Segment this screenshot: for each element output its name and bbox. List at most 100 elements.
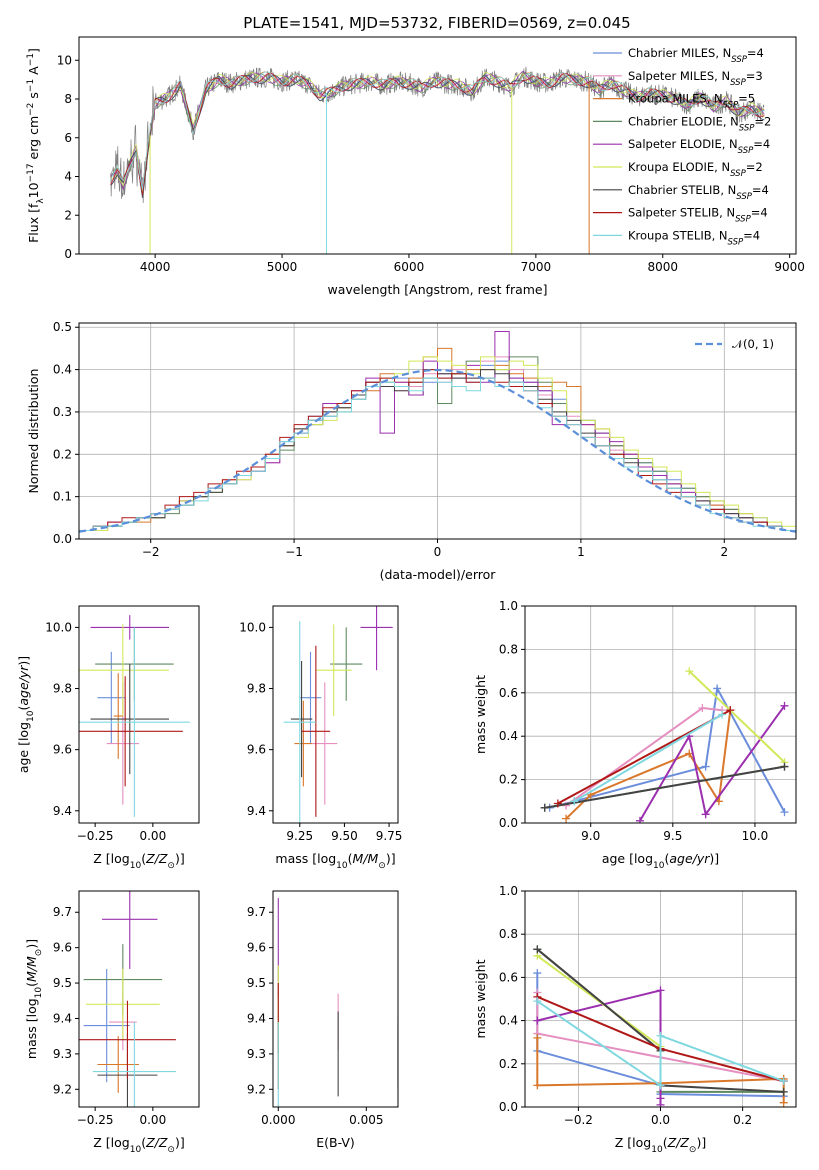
label-part: ⊙	[167, 1145, 175, 1155]
axes-frame: −0.2 0.0 0.2 0.0 0.2 0.4 0.6 0.8 1.0 Z [log10(Z/Z…	[473, 884, 797, 1155]
label-part: 10	[651, 1145, 663, 1155]
label-part: )]	[175, 851, 185, 866]
legend-entry: Salpeter MILES, NSSP=3	[628, 69, 763, 88]
y-tick-label: 0.2	[499, 773, 518, 787]
label-part: (	[663, 1135, 668, 1150]
y-tick-label: 0.2	[499, 1057, 518, 1071]
legend-label: Kroupa ELODIE, N	[628, 160, 730, 174]
model-spectrum-line	[110, 71, 765, 194]
axes-frame: −2 −1 0 1 2 0.0 0.1 0.2 0.3 0.4 0.5 (data-model)/er…	[26, 320, 797, 582]
mass-weight-marker	[779, 1098, 788, 1107]
mass-weight-marker	[726, 706, 735, 715]
legend-sub: SSP	[735, 215, 751, 225]
y-tick-label: 9.4	[247, 1011, 266, 1025]
mass-weight-marker	[635, 816, 644, 823]
y-tick-label: 9.5	[53, 976, 72, 990]
x-axis-label: wavelength [Angstrom, rest frame]	[327, 282, 547, 297]
label-part: (	[141, 851, 146, 866]
label-part: mass [log	[24, 998, 39, 1059]
y-tick-label: 0	[64, 247, 72, 261]
mass-weight-marker	[533, 969, 542, 978]
y-tick-label: 1.0	[499, 884, 518, 898]
mass-vs-reddening-panel: 0.000 0.005 9.2 9.3 9.4 9.5 9.6 9.7 E(B-V)	[247, 890, 399, 1150]
age-vs-metallicity-panel: −0.25 0.009.49.69.810.0Z [log10(Z/Z⊙)]age…	[16, 605, 200, 871]
y-tick-label: 0.0	[53, 532, 72, 546]
label-part: 10	[26, 710, 36, 722]
y-axis-label: mass weight	[473, 675, 488, 754]
y-tick-label: 9.4	[53, 1011, 72, 1025]
label-part: ]	[26, 48, 41, 53]
y-tick-label: 9.5	[247, 976, 266, 990]
label-part: age/yr	[669, 851, 710, 866]
legend-entry: Kroupa STELIB, NSSP=4	[628, 228, 760, 247]
label-part: E(B-V)	[316, 1135, 355, 1150]
mass-weight-marker	[656, 1031, 665, 1040]
plot-area	[540, 667, 789, 823]
label-part: s	[26, 92, 41, 103]
label-part: (	[16, 706, 31, 711]
legend-label: Salpeter ELODIE, N	[628, 137, 738, 151]
label-part: 10	[130, 1145, 142, 1155]
age-vs-mass-panel: 9.25 9.50 9.75 9.4 9.6 9.8 10.0 mass [log10(M/M…	[239, 605, 403, 871]
legend-sub: SSP	[728, 237, 744, 247]
legend-count: =4	[747, 46, 764, 60]
label-part: −17	[26, 163, 36, 182]
label-part: −1	[26, 79, 36, 92]
y-tick-label: 10.0	[239, 620, 266, 634]
mass-weight-marker	[533, 1016, 542, 1025]
label-part: ⊙	[34, 949, 44, 957]
label-part: Z/Z	[145, 851, 168, 866]
y-axis-label: mass [log10(M/M⊙)]	[24, 939, 44, 1059]
x-tick-label: 0.00	[139, 829, 166, 843]
mass-weight-line	[688, 670, 786, 763]
legend-count: =4	[753, 137, 770, 151]
label-part: 10	[34, 987, 44, 999]
plot-area	[79, 615, 190, 817]
y-tick-label: 4	[64, 170, 72, 184]
label-part: wavelength [Angstrom, rest frame]	[327, 282, 547, 297]
mass-weight-marker	[656, 1081, 665, 1090]
x-tick-label: 9.75	[376, 829, 403, 843]
x-tick-label: 7000	[521, 260, 552, 274]
legend-sub: SSP	[730, 78, 746, 88]
label-part: (	[664, 851, 669, 866]
y-tick-label: 9.3	[247, 1047, 266, 1061]
mass-weight-marker	[718, 710, 727, 719]
label-part: )]	[16, 656, 31, 666]
y-axis-label: age [log10(age/yr)]	[16, 656, 36, 773]
mass-weight-marker	[713, 684, 722, 693]
x-tick-label: 5000	[267, 260, 298, 274]
legend-sub: SSP	[738, 146, 754, 156]
y-tick-label: 0.1	[53, 490, 72, 504]
axes-border	[78, 605, 200, 824]
label-part: age [log	[16, 722, 31, 773]
label-part: Normed distribution	[26, 369, 41, 494]
residual-histogram-panel: −2 −1 0 1 2 0.0 0.1 0.2 0.3 0.4 0.5 (data-model)/er…	[26, 320, 797, 582]
legend-label: Salpeter MILES, N	[628, 69, 730, 83]
label-part: −2	[26, 103, 36, 116]
label-part: Z [log	[93, 851, 129, 866]
axes-border	[524, 605, 797, 824]
legend-label: Salpeter STELIB, N	[628, 206, 735, 220]
legend-sub: SSP	[730, 169, 746, 179]
x-tick-label: 1	[577, 545, 585, 559]
y-axis-label: Normed distribution	[26, 369, 41, 494]
plot-area	[79, 331, 796, 533]
x-tick-label: 4000	[140, 260, 171, 274]
x-tick-label: 10.0	[742, 829, 769, 843]
y-tick-label: 0.8	[499, 642, 518, 656]
y-tick-label: 0.8	[499, 927, 518, 941]
mass-weight-marker	[780, 762, 789, 771]
axes-border	[78, 890, 200, 1108]
label-part: ⊙	[167, 861, 175, 871]
mass-weight-marker	[540, 803, 549, 812]
x-tick-label: 0.00	[139, 1113, 166, 1127]
y-tick-label: 0.2	[53, 447, 72, 461]
label-part: Z [log	[93, 1135, 129, 1150]
label-part: A	[26, 66, 41, 79]
mass-weight-marker	[533, 1081, 542, 1090]
mass-weight-marker	[656, 1100, 665, 1107]
x-tick-label: 0.000	[261, 1113, 295, 1127]
y-tick-label: 2	[64, 208, 72, 222]
plot-area	[79, 891, 176, 1107]
